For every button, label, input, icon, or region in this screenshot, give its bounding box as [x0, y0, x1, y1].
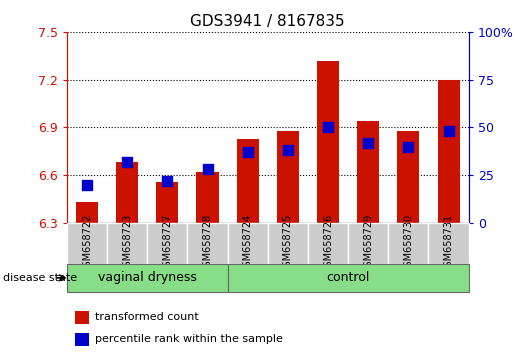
- Text: GSM658728: GSM658728: [202, 214, 213, 273]
- Text: GSM658731: GSM658731: [443, 214, 454, 273]
- Text: vaginal dryness: vaginal dryness: [98, 272, 197, 284]
- Bar: [357, 121, 379, 223]
- Bar: [67, 223, 107, 264]
- Bar: [76, 202, 98, 223]
- Bar: [147, 223, 187, 264]
- Bar: [107, 223, 147, 264]
- Text: control: control: [327, 272, 370, 284]
- Bar: [277, 131, 299, 223]
- Bar: [67, 264, 228, 292]
- Bar: [317, 61, 339, 223]
- Point: [83, 182, 91, 188]
- Bar: [197, 172, 218, 223]
- Bar: [187, 223, 228, 264]
- Bar: [308, 223, 348, 264]
- Text: transformed count: transformed count: [95, 312, 199, 322]
- Bar: [348, 223, 388, 264]
- Bar: [228, 264, 469, 292]
- Text: GSM658729: GSM658729: [363, 214, 373, 273]
- Title: GDS3941 / 8167835: GDS3941 / 8167835: [191, 14, 345, 29]
- Text: GSM658730: GSM658730: [403, 214, 414, 273]
- Bar: [75, 311, 89, 324]
- Point: [404, 144, 413, 149]
- Bar: [228, 223, 268, 264]
- Bar: [116, 162, 138, 223]
- Text: GSM658724: GSM658724: [243, 214, 253, 273]
- Text: GSM658726: GSM658726: [323, 214, 333, 273]
- Text: percentile rank within the sample: percentile rank within the sample: [95, 335, 283, 344]
- Bar: [157, 182, 178, 223]
- Point: [203, 167, 212, 172]
- Bar: [388, 223, 428, 264]
- Point: [444, 129, 453, 134]
- Point: [123, 159, 131, 165]
- Bar: [237, 138, 259, 223]
- Text: disease state: disease state: [3, 273, 77, 283]
- Bar: [75, 333, 89, 346]
- Point: [284, 148, 292, 153]
- Bar: [268, 223, 308, 264]
- Bar: [428, 223, 469, 264]
- Point: [244, 149, 252, 155]
- Text: GSM658723: GSM658723: [122, 214, 132, 273]
- Text: GSM658722: GSM658722: [82, 214, 92, 273]
- Bar: [398, 131, 419, 223]
- Bar: [438, 80, 459, 223]
- Text: GSM658725: GSM658725: [283, 214, 293, 273]
- Point: [324, 125, 332, 130]
- Point: [163, 178, 171, 184]
- Point: [364, 140, 372, 145]
- Text: GSM658727: GSM658727: [162, 214, 173, 273]
